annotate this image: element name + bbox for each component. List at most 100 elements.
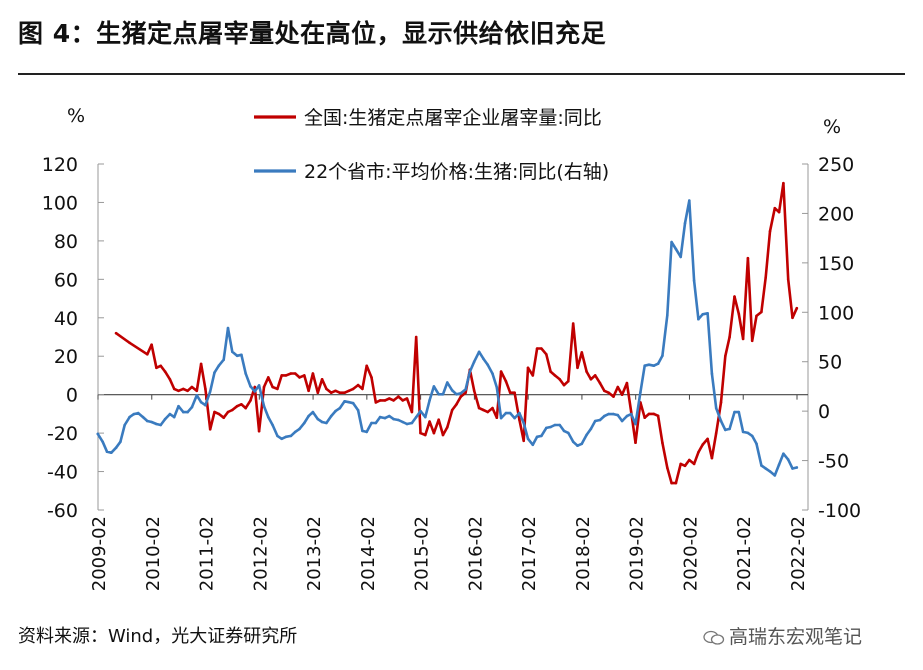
data-point xyxy=(697,451,700,454)
data-point xyxy=(343,391,346,395)
data-point xyxy=(688,458,691,462)
data-point xyxy=(307,389,310,393)
data-point xyxy=(603,414,606,418)
data-point xyxy=(204,403,207,407)
data-point xyxy=(235,404,239,408)
data-point xyxy=(432,385,436,388)
data-point xyxy=(150,343,153,347)
data-point xyxy=(670,240,673,244)
data-point xyxy=(172,387,176,391)
data-point xyxy=(455,403,458,406)
data-point xyxy=(741,337,745,341)
data-point xyxy=(226,410,230,414)
data-point xyxy=(764,276,767,279)
data-point xyxy=(414,415,418,419)
data-point xyxy=(450,389,454,392)
data-point xyxy=(159,423,162,427)
data-point xyxy=(289,372,293,375)
data-point xyxy=(172,415,176,419)
data-point xyxy=(625,414,629,418)
data-point xyxy=(186,410,189,414)
data-point xyxy=(392,417,395,421)
data-point xyxy=(351,401,355,405)
data-point xyxy=(401,399,405,402)
data-point xyxy=(262,385,266,389)
series-line-2 xyxy=(96,199,799,477)
data-point xyxy=(499,416,503,420)
data-point xyxy=(531,374,535,377)
data-point xyxy=(491,372,494,375)
x-tick-label: 2022-02 xyxy=(788,516,809,591)
data-point xyxy=(795,466,799,469)
data-point xyxy=(320,420,324,424)
data-point xyxy=(679,462,682,466)
data-point xyxy=(199,400,203,404)
data-point xyxy=(495,386,499,389)
data-point xyxy=(773,474,777,477)
data-point xyxy=(616,385,620,389)
data-point xyxy=(347,400,351,404)
source-note: 资料来源：Wind，光大证券研究所 xyxy=(18,626,298,647)
data-point xyxy=(585,370,588,373)
data-point xyxy=(370,421,373,425)
data-point xyxy=(388,397,391,400)
data-point xyxy=(746,431,750,435)
data-point xyxy=(284,374,288,377)
data-point xyxy=(719,419,723,423)
data-point xyxy=(146,419,149,423)
data-point xyxy=(446,381,449,384)
watermark: 高瑞东宏观笔记 xyxy=(703,622,862,649)
data-point xyxy=(464,388,467,391)
data-point xyxy=(410,410,414,414)
data-point xyxy=(513,391,516,395)
x-tick-label: 2014-02 xyxy=(358,516,379,591)
data-point xyxy=(343,400,346,403)
x-tick-label: 2011-02 xyxy=(197,516,218,591)
right-tick-label: 250 xyxy=(818,154,854,176)
data-point xyxy=(370,376,373,379)
data-point xyxy=(257,429,261,433)
data-point xyxy=(378,399,382,402)
data-point xyxy=(432,431,436,435)
data-point xyxy=(706,437,709,441)
data-point xyxy=(719,401,723,404)
data-point xyxy=(123,423,126,427)
data-point xyxy=(652,364,656,368)
data-point xyxy=(593,374,597,377)
data-point xyxy=(388,414,391,418)
left-tick-label: -20 xyxy=(47,423,78,445)
data-point xyxy=(168,412,172,416)
right-tick-label: -100 xyxy=(818,500,861,522)
left-tick-label: 20 xyxy=(54,346,78,368)
left-tick-label: 80 xyxy=(54,231,78,253)
data-point xyxy=(119,440,122,444)
data-point xyxy=(182,387,185,391)
left-axis-unit: % xyxy=(67,105,85,127)
data-point xyxy=(679,255,682,259)
data-point xyxy=(531,443,535,447)
data-point xyxy=(338,406,342,410)
data-point xyxy=(163,417,167,421)
data-point xyxy=(271,423,274,427)
data-point xyxy=(464,391,467,395)
data-point xyxy=(508,391,512,395)
data-point xyxy=(540,434,543,438)
data-point xyxy=(535,435,539,439)
x-tick-label: 2010-02 xyxy=(143,516,164,591)
series-line-1 xyxy=(114,181,799,485)
data-point xyxy=(737,410,741,414)
data-point xyxy=(298,427,301,431)
data-point xyxy=(549,425,552,429)
data-point xyxy=(446,426,449,429)
data-point xyxy=(378,415,382,419)
data-point xyxy=(652,412,656,416)
data-point xyxy=(374,421,378,425)
right-tick-label: 100 xyxy=(818,302,854,324)
data-point xyxy=(186,389,189,393)
data-point xyxy=(589,378,593,381)
data-point xyxy=(428,420,431,423)
data-point xyxy=(670,481,673,485)
data-point xyxy=(293,430,297,434)
data-point xyxy=(666,314,669,317)
data-point xyxy=(616,413,620,417)
